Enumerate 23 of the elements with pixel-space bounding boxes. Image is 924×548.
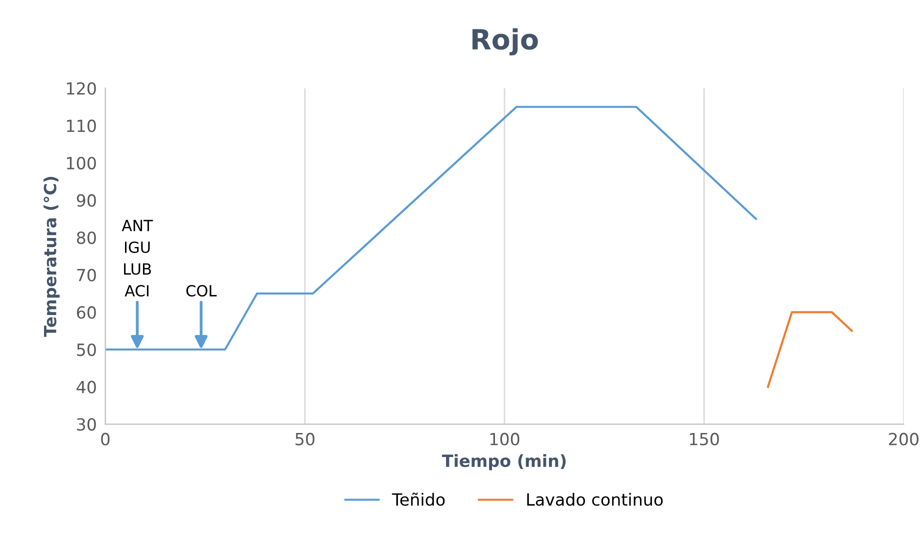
y-axis-title: Temperatura (°C): [44, 176, 60, 337]
y-tick-label: 80: [76, 231, 96, 244]
y-tick-label: 100: [67, 156, 96, 170]
chart-title: Rojo: [472, 28, 538, 56]
x-axis-title: Tiempo (min): [442, 454, 566, 470]
y-tick-label: 40: [76, 380, 96, 394]
x-tick-label: 0: [101, 432, 110, 446]
y-tick-label: 90: [76, 194, 96, 207]
legend-label: Teñido: [392, 492, 445, 506]
annotation: COL: [186, 284, 217, 297]
x-tick-label: 50: [296, 432, 314, 446]
y-tick-label: 120: [67, 82, 96, 95]
annotation: ANT IGU LUB ACI: [122, 220, 153, 297]
y-tick-label: 70: [77, 268, 96, 282]
y-tick-label: 50: [77, 343, 96, 356]
legend-label: Lavado continuo: [527, 492, 663, 506]
x-tick-label: 150: [690, 432, 719, 446]
y-tick-label: 110: [67, 120, 96, 132]
line-series: [105, 106, 758, 351]
y-tick-label: 30: [77, 418, 96, 431]
y-tick-label: 60: [76, 306, 96, 319]
x-tick-label: 200: [888, 432, 918, 446]
x-tick-label: 100: [490, 432, 520, 446]
